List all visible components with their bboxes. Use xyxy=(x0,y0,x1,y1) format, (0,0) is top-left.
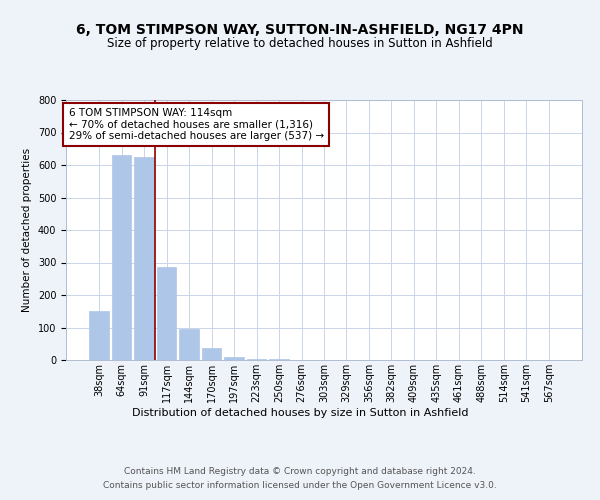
Bar xyxy=(157,268,176,360)
Bar xyxy=(247,359,266,360)
Bar xyxy=(89,311,109,360)
Bar xyxy=(112,155,131,360)
Text: 6 TOM STIMPSON WAY: 114sqm
← 70% of detached houses are smaller (1,316)
29% of s: 6 TOM STIMPSON WAY: 114sqm ← 70% of deta… xyxy=(68,108,324,141)
Text: 6, TOM STIMPSON WAY, SUTTON-IN-ASHFIELD, NG17 4PN: 6, TOM STIMPSON WAY, SUTTON-IN-ASHFIELD,… xyxy=(76,22,524,36)
Y-axis label: Number of detached properties: Number of detached properties xyxy=(22,148,32,312)
Text: Distribution of detached houses by size in Sutton in Ashfield: Distribution of detached houses by size … xyxy=(132,408,468,418)
Bar xyxy=(134,157,154,360)
Bar xyxy=(224,357,244,360)
Text: Contains HM Land Registry data © Crown copyright and database right 2024.
Contai: Contains HM Land Registry data © Crown c… xyxy=(103,468,497,489)
Bar xyxy=(179,329,199,360)
Bar xyxy=(202,348,221,360)
Text: Size of property relative to detached houses in Sutton in Ashfield: Size of property relative to detached ho… xyxy=(107,38,493,51)
